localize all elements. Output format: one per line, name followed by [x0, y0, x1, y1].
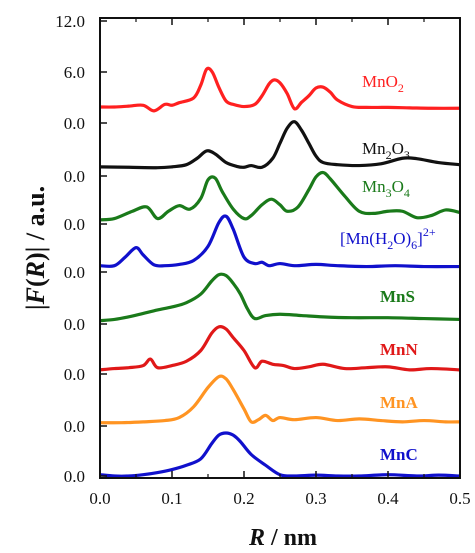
axes-layer: 0.0 0.1 0.2 0.3 0.4 0.512.06.00.00.00.00.00.0… — [21, 12, 471, 551]
series-line-mno2 — [100, 66, 460, 113]
y-tick-label: 0.0 — [64, 365, 85, 384]
y-axis-title: |F(R)| / a.u. — [21, 186, 50, 310]
series-line-mn-h2o-6-2- — [100, 214, 460, 269]
labels-layer: MnO2 Mn2O3 Mn3O4 [Mn(H2O)6]2+ MnS MnN MnA MnC — [340, 72, 436, 464]
y-tick-label: 0.0 — [64, 114, 85, 133]
series-label-mna: MnA — [380, 393, 419, 412]
x-tick-label: 0.5 — [449, 489, 470, 508]
x-tick-label: 0.0 — [89, 489, 110, 508]
series-label-mn2o3: Mn2O3 — [362, 139, 410, 162]
x-tick-label: 0.2 — [233, 489, 254, 508]
series-label-mnc: MnC — [380, 445, 418, 464]
series-label-mno2: MnO2 — [362, 72, 404, 95]
y-tick-label: 0.0 — [64, 417, 85, 436]
series-line-mnc — [100, 431, 460, 478]
y-tick-label: 0.0 — [64, 215, 85, 234]
series-line-mns — [100, 272, 460, 323]
series-label-mn3o4: Mn3O4 — [362, 177, 410, 200]
series-layer — [100, 66, 460, 478]
x-tick-label: 0.3 — [305, 489, 326, 508]
series-label-mns: MnS — [380, 287, 415, 306]
x-tick-label: 0.1 — [161, 489, 182, 508]
series-line-mn2o3 — [100, 120, 460, 170]
series-line-mnn — [100, 325, 460, 372]
y-tick-label: 0.0 — [64, 263, 85, 282]
series-label-mnn: MnN — [380, 340, 419, 359]
x-tick-label: 0.4 — [377, 489, 399, 508]
y-tick-label: 0.0 — [64, 315, 85, 334]
series-line-mna — [100, 374, 460, 425]
y-tick-label: 0.0 — [64, 467, 85, 486]
y-tick-label: 0.0 — [64, 167, 85, 186]
series-label-mn-h2o-6-2-: [Mn(H2O)6]2+ — [340, 225, 436, 252]
y-tick-label: 12.0 — [55, 12, 85, 31]
x-axis-title: R / nm — [248, 525, 317, 551]
series-line-mn3o4 — [100, 170, 460, 222]
y-tick-label: 6.0 — [64, 63, 85, 82]
